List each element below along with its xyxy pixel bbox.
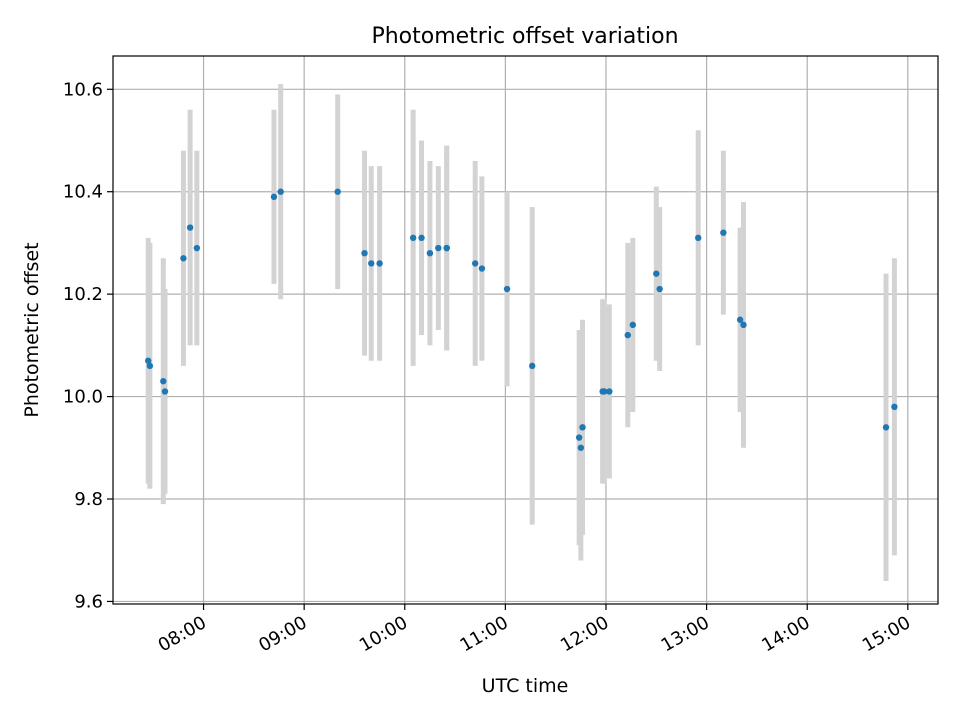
data-point [418, 234, 425, 242]
plot-frame [112, 55, 939, 605]
y-tick-label: 10.4 [63, 182, 103, 203]
data-point [653, 270, 660, 277]
data-point [334, 188, 341, 195]
y-axis: 9.6 9.8 10.0 10.2 10.4 10.6 [63, 79, 113, 612]
data-point [161, 388, 169, 395]
data-point [478, 265, 486, 272]
data-point [426, 249, 434, 257]
data-point [146, 362, 154, 370]
data-point [720, 229, 727, 236]
data-point [180, 255, 187, 262]
y-tick-label: 10.6 [63, 79, 103, 100]
data-point [160, 378, 167, 385]
data-point [882, 424, 890, 431]
data-point [471, 260, 479, 267]
data-point [740, 321, 747, 329]
y-tick-label: 10.2 [63, 284, 103, 305]
y-tick-label: 9.6 [74, 591, 103, 612]
data-point [529, 362, 536, 370]
data-point [277, 188, 284, 195]
data-point [503, 285, 511, 293]
data-point [736, 316, 744, 323]
data-point [145, 357, 152, 364]
data-point [891, 403, 898, 411]
data-point [435, 244, 442, 252]
chart-title: Photometric offset variation [371, 24, 678, 49]
data-point [193, 244, 201, 252]
data-point [270, 193, 278, 201]
data-point [606, 388, 613, 395]
data-point [409, 234, 417, 242]
data-point [186, 224, 194, 231]
data-point [376, 260, 383, 267]
y-tick-label: 10.0 [63, 387, 103, 408]
y-axis-label: Photometric offset [21, 242, 43, 417]
data-point [629, 321, 637, 329]
data-point [577, 444, 585, 451]
data-point [361, 249, 368, 257]
y-tick-label: 9.8 [74, 489, 103, 510]
data-points [145, 188, 898, 451]
x-axis-label: UTC time [482, 675, 569, 697]
data-point [575, 434, 583, 441]
data-point [368, 260, 375, 267]
data-point [695, 234, 702, 242]
data-point [601, 388, 608, 395]
data-point [579, 424, 586, 431]
data-point [656, 285, 663, 293]
data-point [624, 331, 631, 339]
data-point [443, 244, 450, 252]
